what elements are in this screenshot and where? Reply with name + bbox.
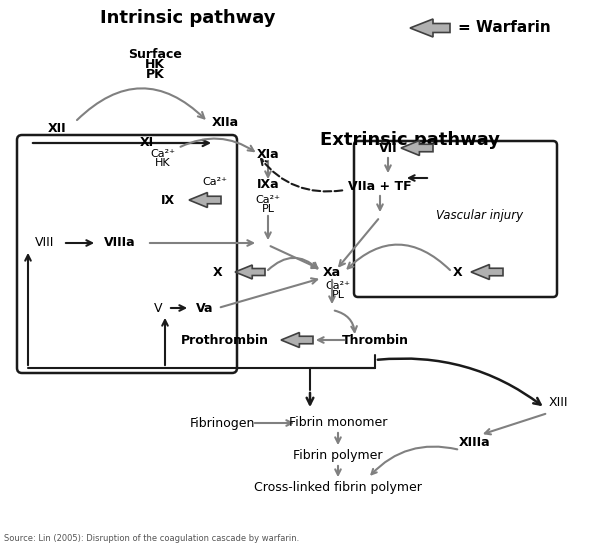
Text: VII: VII [379,141,397,155]
Text: Fibrinogen: Fibrinogen [190,416,254,430]
Text: Thrombin: Thrombin [341,334,409,346]
Text: Cross-linked fibrin polymer: Cross-linked fibrin polymer [254,482,422,494]
Text: Va: Va [196,301,214,315]
Text: Ca²⁺: Ca²⁺ [203,177,227,187]
Text: PL: PL [331,290,344,300]
Text: IXa: IXa [257,179,280,191]
Polygon shape [410,19,450,37]
Text: Extrinsic pathway: Extrinsic pathway [320,131,500,149]
Text: IX: IX [161,193,175,207]
Text: XI: XI [140,136,154,150]
Text: V: V [154,301,162,315]
Text: XIIIa: XIIIa [459,437,491,449]
Text: PL: PL [262,204,275,214]
Text: XIIa: XIIa [211,116,239,128]
Text: X: X [453,265,463,278]
Text: Fibrin monomer: Fibrin monomer [289,416,387,430]
Text: Prothrombin: Prothrombin [181,334,269,346]
Text: VIII: VIII [35,237,55,249]
Text: Source: Lin (2005): Disruption of the coagulation cascade by warfarin.: Source: Lin (2005): Disruption of the co… [4,534,299,543]
Text: VIIIa: VIIIa [104,237,136,249]
Polygon shape [235,265,265,279]
Text: HK: HK [145,59,165,71]
Text: VIIa + TF: VIIa + TF [348,180,412,192]
Text: PK: PK [146,68,164,82]
Text: Ca²⁺: Ca²⁺ [256,195,281,205]
Text: Xa: Xa [323,265,341,278]
Polygon shape [281,333,313,347]
Text: HK: HK [155,158,171,168]
Text: XIII: XIII [548,397,568,409]
Polygon shape [401,140,433,156]
Text: Intrinsic pathway: Intrinsic pathway [100,9,275,27]
Text: XIa: XIa [257,147,280,161]
Text: Ca²⁺: Ca²⁺ [151,149,176,159]
Text: Vascular injury: Vascular injury [436,208,524,221]
Text: Surface: Surface [128,49,182,61]
Text: X: X [213,265,223,278]
Text: XII: XII [47,122,67,134]
Polygon shape [471,265,503,279]
Text: = Warfarin: = Warfarin [458,20,551,36]
Text: Ca²⁺: Ca²⁺ [325,281,350,291]
Text: Fibrin polymer: Fibrin polymer [293,449,383,463]
Polygon shape [189,192,221,208]
